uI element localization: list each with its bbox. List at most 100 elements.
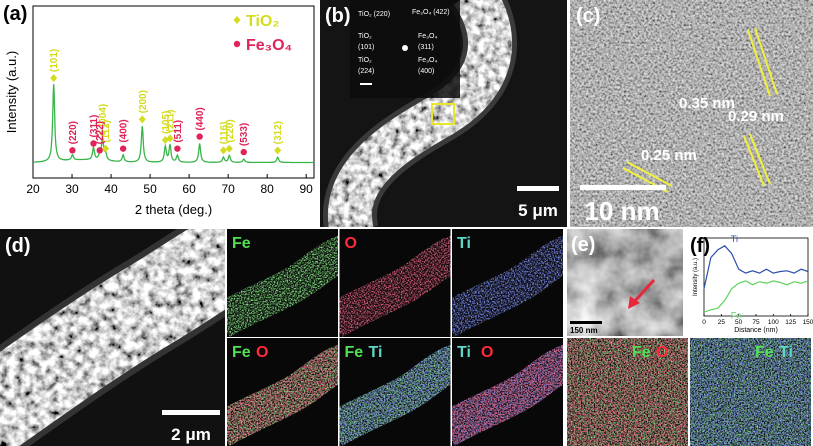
x-tick-label: 70: [221, 182, 235, 196]
peak-label: (004): [98, 104, 109, 127]
image: [567, 229, 683, 336]
peak-marker: [102, 144, 110, 153]
peak-label: (400): [119, 119, 130, 142]
peak-label: (101): [49, 49, 60, 72]
saed-center: [402, 45, 408, 51]
saed-label: (224): [358, 68, 374, 75]
fiber: [328, 0, 513, 227]
map-signal: [227, 235, 338, 337]
legend-label: Fe₃O₄: [246, 37, 292, 54]
peak-label: (533): [239, 123, 250, 146]
profile-line: [703, 280, 809, 313]
map-label: Ti: [369, 344, 383, 361]
spacing-label: 0.35 nm: [679, 95, 735, 112]
saed-label: TiO₂: [358, 33, 372, 40]
element-map: Ti O: [452, 338, 563, 446]
panel-label: (c): [576, 5, 600, 27]
x-tick-label: 50: [735, 319, 743, 326]
plot-frame: [703, 237, 809, 317]
panel-e: 150 nm (e): [567, 229, 683, 336]
peak-marker: [50, 74, 58, 83]
panel-c: 0.35 nm0.29 nm 0.25 nm 10 nm (c): [570, 0, 813, 227]
map-label: Fe: [632, 344, 651, 361]
x-tick-label: 90: [300, 182, 314, 196]
map-signal: [690, 338, 811, 446]
arrow-shaft: [632, 278, 656, 304]
peak-marker: [274, 146, 282, 155]
element-map: Fe O: [567, 338, 688, 446]
spacing-label: 0.29 nm: [728, 108, 784, 125]
map-label: O: [656, 344, 668, 361]
x-tick-label: 20: [26, 182, 40, 196]
panel-f: 0 25 50 75 100 125 150 Distance (nm) Intensity (…: [690, 234, 813, 334]
arrow-head: [628, 296, 640, 309]
lattice-line: [626, 161, 673, 187]
x-tick-label: 75: [752, 319, 760, 326]
peak-marker: [233, 16, 241, 24]
map-signal: [452, 235, 563, 337]
scale-bar: [570, 321, 602, 324]
peak-label: (311): [89, 115, 100, 138]
saed-label: Fe₃O₄ (422): [412, 9, 450, 16]
line-label: Fe: [731, 310, 742, 320]
x-tick-label: 150: [803, 319, 813, 326]
peak-label: (200): [138, 90, 149, 113]
panel-label: (d): [5, 235, 31, 257]
peak-marker: [69, 147, 76, 154]
peak-label: (511): [173, 120, 184, 143]
peak-marker: [98, 129, 106, 138]
map-label: O: [481, 344, 493, 361]
peak-label: (116): [219, 122, 230, 145]
peak-marker: [119, 145, 127, 152]
peak-label: (105): [161, 111, 172, 134]
panel-label: (e): [571, 234, 595, 256]
x-tick-label: 80: [260, 182, 274, 196]
legend-label: TiO₂: [246, 13, 279, 30]
peak-marker: [240, 148, 247, 156]
panel-d: 2 μm (d): [0, 229, 225, 446]
xrd-trace: [33, 84, 314, 164]
peak-label: (440): [195, 107, 206, 130]
panel-label: (f): [690, 235, 710, 257]
map-label: Ti: [779, 344, 793, 361]
peak-label: (312): [273, 121, 284, 144]
peak-label: (220): [68, 121, 79, 144]
peak-label: (112): [101, 120, 112, 143]
x-tick-label: 100: [768, 319, 779, 326]
scale-bar: [580, 185, 666, 190]
element-map: Fe O: [227, 338, 338, 446]
scale-bar: [517, 186, 559, 191]
lattice-line: [749, 133, 771, 185]
saed-label: Fe₃O₄: [418, 33, 437, 40]
x-tick-label: 50: [143, 182, 157, 196]
peak-marker: [225, 144, 233, 153]
peak-marker: [138, 115, 146, 124]
map-label: Fe: [345, 344, 364, 361]
x-tick-label: 0: [702, 319, 706, 326]
peak-marker: [96, 147, 103, 154]
x-tick-label: 25: [718, 319, 726, 326]
saed-label: (101): [358, 44, 374, 51]
spacing-label: 0.25 nm: [641, 147, 697, 164]
peak-marker: [174, 145, 181, 152]
map-label: Fe: [232, 344, 251, 361]
scale-label: 5 μm: [518, 201, 558, 220]
saed-label: (311): [418, 44, 434, 51]
element-map: Fe Ti: [339, 338, 451, 446]
map-signal: [339, 235, 451, 337]
scale-label: 2 μm: [171, 425, 211, 444]
x-tick-label: 30: [65, 182, 79, 196]
map-signal: [567, 338, 688, 446]
line-label: Ti: [731, 234, 738, 244]
peak-label: (222): [95, 121, 106, 144]
lattice-line: [747, 29, 771, 97]
element-map: O: [339, 229, 451, 337]
element-map: Ti: [452, 229, 563, 337]
element-map: Fe Ti: [690, 338, 811, 446]
peak-label: (211): [165, 110, 176, 133]
map-label: Fe: [232, 235, 251, 252]
saed-label: Fe₃O₄: [418, 57, 437, 64]
scale-label: 150 nm: [570, 326, 598, 335]
map-label: Fe: [755, 344, 774, 361]
